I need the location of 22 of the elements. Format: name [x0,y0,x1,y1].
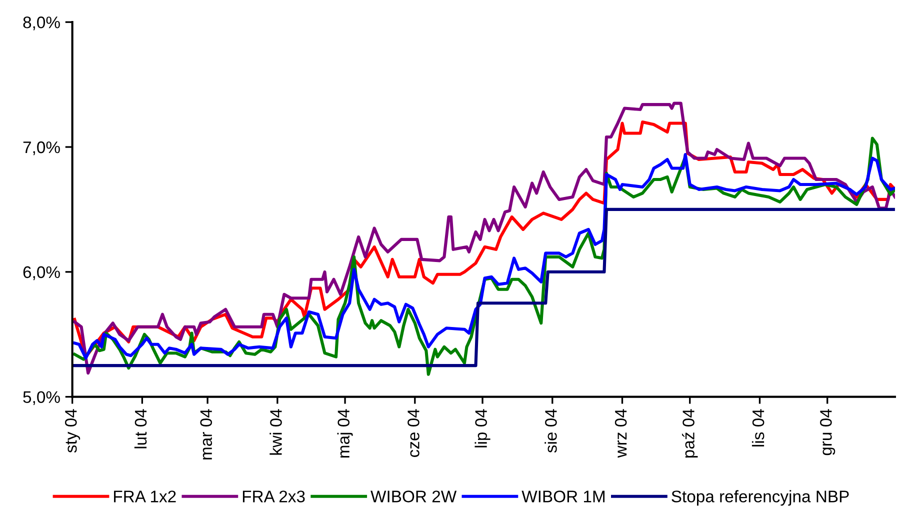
legend-label: WIBOR 2W [370,490,457,502]
x-tick-label: sie 04 [544,409,557,453]
legend-label: Stopa referencyjna NBP [672,490,849,506]
x-tick-label: cze 04 [408,409,420,458]
x-tick-label: lip 04 [474,409,490,448]
x-tick-label: sty 04 [64,409,80,453]
legend-label: FRA 2x3 [242,490,305,502]
y-tick-label: 5,0% [23,391,60,405]
x-tick-label: kwi 04 [270,409,282,455]
x-tick-label: lis 04 [752,409,764,446]
y-tick-label: 7,0% [23,141,60,156]
x-tick-label: maj 04 [337,409,353,458]
x-tick-label: lut 04 [134,409,147,448]
y-tick-label: 6,0% [23,266,60,280]
x-tick-label: mar 04 [200,409,212,460]
y-tick-label: 8,0% [23,16,60,30]
x-tick-label: wrz 04 [614,409,627,458]
legend-label: WIBOR 1M [522,490,605,502]
x-tick-label: gru 04 [820,409,836,456]
x-tick-label: paź 04 [682,409,698,458]
legend-label: FRA 1x2 [114,490,176,502]
line-series [72,208,895,368]
